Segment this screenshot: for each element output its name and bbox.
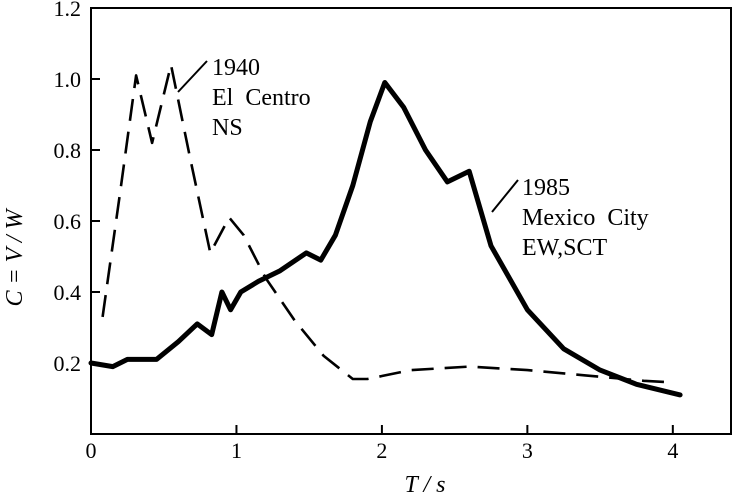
y-tick-label: 0.6 xyxy=(54,209,82,234)
leader-line-mexico-city xyxy=(491,179,519,213)
y-axis-label: C = V / W xyxy=(2,207,28,306)
x-tick-label: 3 xyxy=(522,438,533,463)
annotation-el-centro: El Centro xyxy=(212,85,311,111)
annotation-mexico-city: 1985 xyxy=(522,175,570,201)
annotation-el-centro: NS xyxy=(212,115,243,141)
x-tick-label: 1 xyxy=(231,438,242,463)
annotation-el-centro: 1940 xyxy=(212,55,260,81)
x-tick-label: 0 xyxy=(86,438,97,463)
y-tick-label: 0.2 xyxy=(54,351,82,376)
x-tick-label: 4 xyxy=(667,438,678,463)
y-tick-label: 0.8 xyxy=(54,138,82,163)
leader-line-el-centro xyxy=(177,60,208,93)
x-tick-label: 2 xyxy=(376,438,387,463)
series-group xyxy=(88,63,683,398)
series-line-1 xyxy=(101,63,673,384)
y-tick-label: 1.2 xyxy=(54,0,82,21)
x-axis-label: T / s xyxy=(405,472,446,498)
annotations: 1940 El Centro NS 1985 Mexico City EW,SCT xyxy=(177,55,649,261)
ticks: 0 1 2 3 4 0.2 0.4 0.6 0.8 1.0 1.2 xyxy=(54,0,679,463)
annotation-mexico-city: Mexico City xyxy=(522,205,649,231)
y-tick-label: 0.4 xyxy=(54,280,82,305)
series-line-2 xyxy=(88,80,683,398)
annotation-mexico-city: EW,SCT xyxy=(522,235,607,261)
y-tick-label: 1.0 xyxy=(54,67,82,92)
